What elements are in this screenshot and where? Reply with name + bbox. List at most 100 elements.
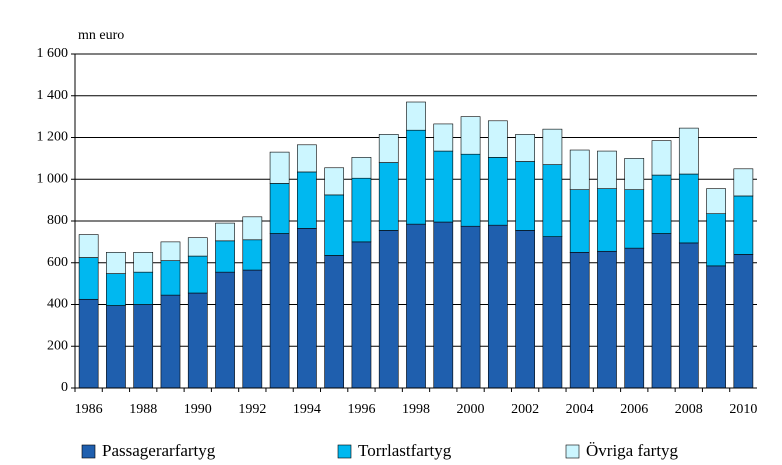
bar-segment (487, 224, 508, 389)
y-axis-label: mn euro (78, 28, 124, 43)
bar-segment (106, 273, 126, 306)
x-tick-label: 1994 (293, 402, 321, 417)
x-tick-label: 2000 (457, 402, 485, 417)
bar-segment (106, 305, 126, 389)
bar-segment (242, 216, 263, 241)
bar-segment (187, 237, 208, 257)
bar-segment (651, 233, 672, 389)
bar-segment (733, 254, 754, 389)
bar-segment (297, 144, 317, 173)
bar-segment (324, 194, 345, 256)
bar-segment (269, 233, 290, 389)
bar-segment (733, 168, 754, 197)
bar-segment (733, 195, 754, 255)
bar-segment (678, 242, 699, 389)
bar-segment (569, 189, 590, 253)
bar-segment (597, 150, 617, 189)
bar-segment (351, 157, 372, 179)
bar-segment (78, 298, 99, 389)
bar-segment (706, 188, 726, 214)
y-tick-label: 600 (47, 255, 68, 270)
bar-segment (515, 134, 535, 162)
bar-segment (78, 257, 99, 300)
bar-segment (597, 188, 617, 252)
bar-segment (706, 213, 726, 267)
bar-segment (487, 120, 508, 158)
bar-segment (297, 228, 317, 389)
bar-segment (215, 240, 235, 273)
x-tick-label: 1992 (238, 402, 266, 417)
bar-segment (242, 239, 263, 271)
bar-segment (487, 157, 508, 226)
y-tick-label: 200 (47, 338, 68, 353)
bar-segment (106, 252, 126, 274)
bar-segment (378, 134, 399, 163)
bar-segment (297, 171, 317, 229)
bar-segment (433, 123, 454, 152)
bar-segment (269, 183, 290, 234)
bar-segment (378, 162, 399, 231)
x-tick-label: 1990 (184, 402, 212, 417)
legend-label: Passagerarfartyg (102, 441, 216, 460)
legend-label: Övriga fartyg (586, 441, 679, 460)
bar-segment (351, 177, 372, 243)
bar-segment (324, 255, 345, 389)
bar-segment (351, 241, 372, 389)
x-tick-label: 1998 (402, 402, 430, 417)
bar-segment (624, 158, 645, 190)
bar-segment (678, 127, 699, 175)
bar-segment (406, 101, 426, 131)
bar-segment (242, 269, 263, 389)
bar-segment (378, 230, 399, 389)
x-tick-label: 1986 (75, 402, 103, 417)
bar-segment (433, 150, 454, 223)
bar-segment (187, 255, 208, 294)
bar-segment (706, 265, 726, 389)
bar-segment (269, 151, 290, 184)
bar-segment (542, 164, 563, 237)
y-tick-label: 1 200 (37, 130, 69, 145)
x-tick-label: 2010 (729, 402, 757, 417)
bar-segment (569, 252, 590, 389)
bar-segment (406, 129, 426, 225)
x-tick-label: 2008 (675, 402, 703, 417)
bar-segment (78, 234, 99, 258)
legend-label: Torrlastfartyg (358, 441, 452, 460)
bar-segment (160, 260, 181, 296)
bar-segment (569, 149, 590, 190)
x-tick-label: 1988 (129, 402, 157, 417)
x-tick-label: 2006 (620, 402, 648, 417)
bar-segment (406, 223, 426, 389)
bar-segment (133, 271, 154, 305)
bar-segment (597, 250, 617, 389)
bar-segment (515, 161, 535, 231)
y-tick-label: 0 (61, 380, 68, 395)
bar-segment (160, 241, 181, 261)
bar-segment (215, 271, 235, 389)
bar-segment (160, 294, 181, 389)
y-tick-label: 400 (47, 297, 68, 312)
bar-segment (133, 304, 154, 389)
bar-segment (678, 173, 699, 244)
y-tick-label: 1 600 (37, 46, 69, 61)
bar-segment (624, 189, 645, 249)
bar-segment (460, 225, 481, 389)
bar-segment (542, 128, 563, 165)
x-tick-label: 2004 (566, 402, 594, 417)
bar-segment (515, 230, 535, 389)
y-tick-label: 1 400 (37, 88, 69, 103)
bar-segment (651, 140, 672, 176)
bar-segment (624, 247, 645, 389)
bar-segment (187, 292, 208, 389)
bar-segment (460, 153, 481, 227)
legend-swatch (81, 444, 96, 459)
bar-segment (651, 174, 672, 234)
legend-swatch (337, 444, 352, 459)
bar-segment (433, 221, 454, 389)
bar-segment (324, 167, 345, 196)
bar-segment (542, 236, 563, 389)
legend-swatch (565, 444, 580, 459)
y-tick-label: 1 000 (37, 171, 69, 186)
x-tick-label: 1996 (347, 402, 375, 417)
